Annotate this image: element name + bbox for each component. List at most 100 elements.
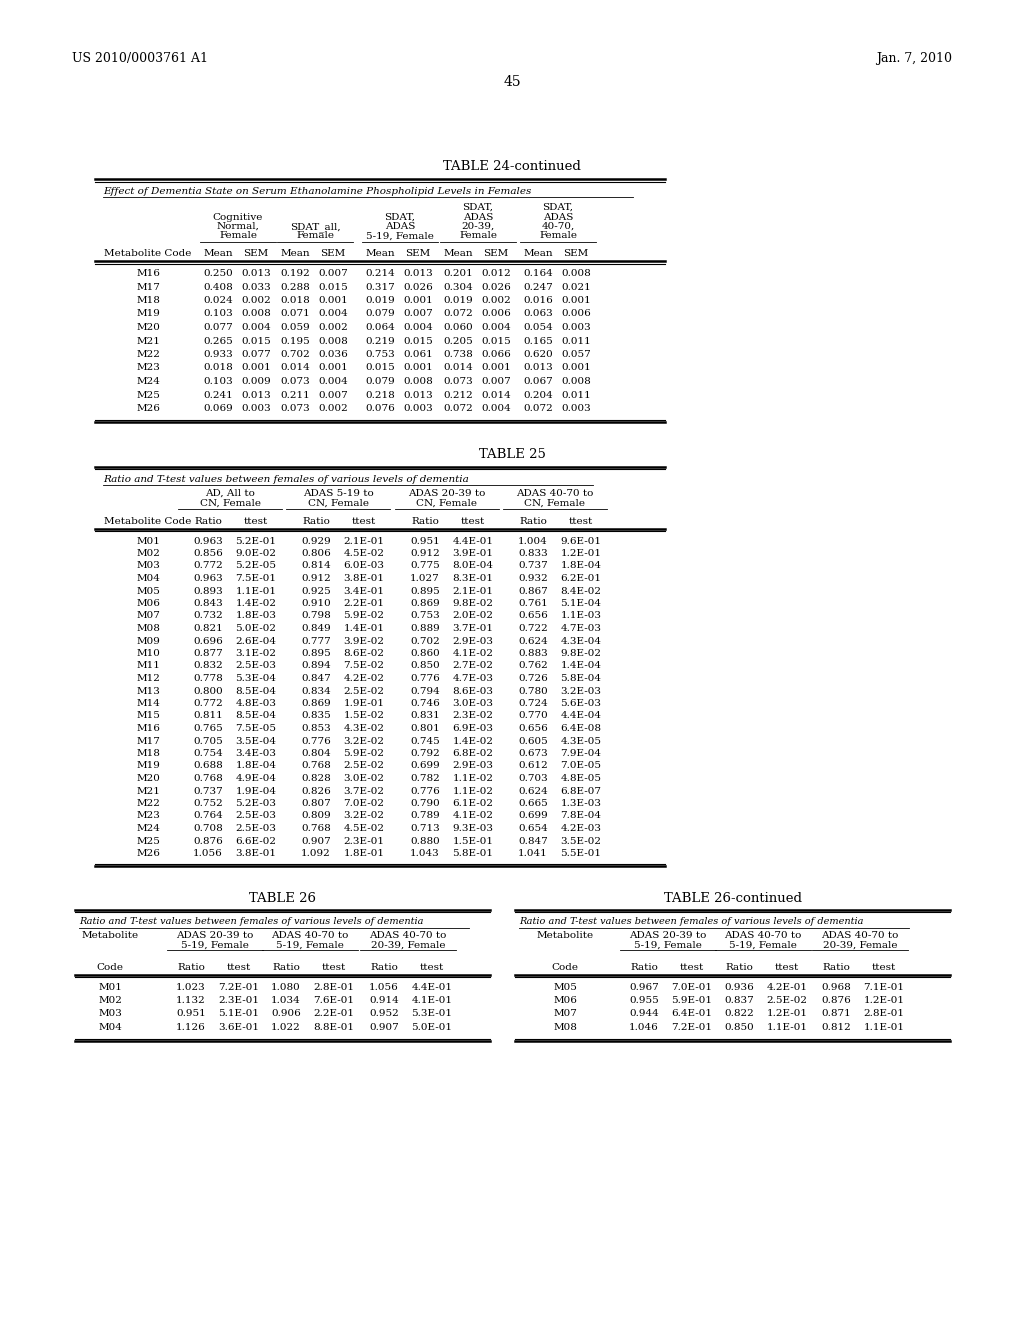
Text: M22: M22: [136, 350, 160, 359]
Text: 0.001: 0.001: [318, 296, 348, 305]
Text: M20: M20: [136, 774, 160, 783]
Text: 8.3E-01: 8.3E-01: [453, 574, 494, 583]
Text: 0.702: 0.702: [411, 636, 440, 645]
Text: 0.164: 0.164: [523, 269, 553, 279]
Text: 5.9E-01: 5.9E-01: [672, 997, 713, 1005]
Text: 1.023: 1.023: [176, 982, 206, 991]
Text: 3.8E-01: 3.8E-01: [343, 574, 384, 583]
Text: 5.1E-04: 5.1E-04: [560, 599, 601, 609]
Text: 0.914: 0.914: [369, 997, 399, 1005]
Text: 0.673: 0.673: [518, 748, 548, 758]
Text: M13: M13: [136, 686, 160, 696]
Text: CN, Female: CN, Female: [524, 499, 586, 507]
Text: 4.2E-01: 4.2E-01: [767, 982, 808, 991]
Text: 0.699: 0.699: [411, 762, 440, 771]
Text: 0.072: 0.072: [443, 404, 473, 413]
Text: 0.211: 0.211: [281, 391, 310, 400]
Text: 0.014: 0.014: [281, 363, 310, 372]
Text: 2.2E-01: 2.2E-01: [343, 599, 384, 609]
Text: 0.746: 0.746: [411, 700, 440, 708]
Text: Ratio: Ratio: [272, 962, 300, 972]
Text: 0.007: 0.007: [318, 269, 348, 279]
Text: 0.765: 0.765: [194, 723, 223, 733]
Text: 0.054: 0.054: [523, 323, 553, 333]
Text: 0.789: 0.789: [411, 812, 440, 821]
Text: TABLE 25: TABLE 25: [478, 447, 546, 461]
Text: 0.696: 0.696: [194, 636, 223, 645]
Text: 3.5E-02: 3.5E-02: [560, 837, 601, 846]
Text: 0.061: 0.061: [403, 350, 433, 359]
Text: Ratio: Ratio: [822, 962, 850, 972]
Text: Effect of Dementia State on Serum Ethanolamine Phospholipid Levels in Females: Effect of Dementia State on Serum Ethano…: [103, 187, 531, 195]
Text: 1.1E-01: 1.1E-01: [236, 586, 276, 595]
Text: 8.5E-04: 8.5E-04: [236, 686, 276, 696]
Text: 5.8E-04: 5.8E-04: [560, 675, 601, 682]
Text: 5.2E-01: 5.2E-01: [236, 536, 276, 545]
Text: 4.4E-04: 4.4E-04: [560, 711, 601, 721]
Text: Ratio and T-test values between females of various levels of dementia: Ratio and T-test values between females …: [519, 917, 863, 927]
Text: 5.1E-01: 5.1E-01: [218, 1010, 259, 1019]
Text: M05: M05: [136, 586, 160, 595]
Text: 3.0E-03: 3.0E-03: [453, 700, 494, 708]
Text: 0.932: 0.932: [518, 574, 548, 583]
Text: 0.250: 0.250: [203, 269, 232, 279]
Text: M06: M06: [553, 997, 577, 1005]
Text: 1.080: 1.080: [271, 982, 301, 991]
Text: 0.069: 0.069: [203, 404, 232, 413]
Text: 0.726: 0.726: [518, 675, 548, 682]
Text: ttest: ttest: [775, 962, 799, 972]
Text: 0.869: 0.869: [301, 700, 331, 708]
Text: 1.034: 1.034: [271, 997, 301, 1005]
Text: 1.9E-04: 1.9E-04: [236, 787, 276, 796]
Text: 3.9E-01: 3.9E-01: [453, 549, 494, 558]
Text: 0.201: 0.201: [443, 269, 473, 279]
Text: 5.2E-05: 5.2E-05: [236, 561, 276, 570]
Text: 0.856: 0.856: [194, 549, 223, 558]
Text: 7.0E-05: 7.0E-05: [560, 762, 601, 771]
Text: 0.192: 0.192: [281, 269, 310, 279]
Text: 0.001: 0.001: [403, 363, 433, 372]
Text: 0.800: 0.800: [194, 686, 223, 696]
Text: 0.895: 0.895: [411, 586, 440, 595]
Text: 0.752: 0.752: [194, 799, 223, 808]
Text: M08: M08: [553, 1023, 577, 1032]
Text: 0.004: 0.004: [481, 323, 511, 333]
Text: 0.073: 0.073: [443, 378, 473, 385]
Text: 0.963: 0.963: [194, 574, 223, 583]
Text: 0.776: 0.776: [301, 737, 331, 746]
Text: TABLE 26: TABLE 26: [249, 891, 316, 904]
Text: 3.2E-02: 3.2E-02: [343, 737, 384, 746]
Text: 0.843: 0.843: [194, 599, 223, 609]
Text: 7.2E-01: 7.2E-01: [672, 1023, 713, 1032]
Text: M25: M25: [136, 391, 160, 400]
Text: 0.778: 0.778: [194, 675, 223, 682]
Text: 0.004: 0.004: [318, 309, 348, 318]
Text: 4.4E-01: 4.4E-01: [412, 982, 453, 991]
Text: Metabolite: Metabolite: [537, 932, 594, 940]
Text: 0.952: 0.952: [369, 1010, 399, 1019]
Text: 0.777: 0.777: [301, 636, 331, 645]
Text: 0.850: 0.850: [411, 661, 440, 671]
Text: 0.837: 0.837: [724, 997, 754, 1005]
Text: 0.753: 0.753: [411, 611, 440, 620]
Text: 0.063: 0.063: [523, 309, 553, 318]
Text: 0.933: 0.933: [203, 350, 232, 359]
Text: Code: Code: [96, 962, 124, 972]
Text: 7.2E-01: 7.2E-01: [218, 982, 259, 991]
Text: 0.951: 0.951: [176, 1010, 206, 1019]
Text: 1.4E-02: 1.4E-02: [236, 599, 276, 609]
Text: 3.4E-03: 3.4E-03: [236, 748, 276, 758]
Text: 1.2E-01: 1.2E-01: [560, 549, 601, 558]
Text: 8.8E-01: 8.8E-01: [313, 1023, 354, 1032]
Text: 0.826: 0.826: [301, 787, 331, 796]
Text: 4.7E-03: 4.7E-03: [560, 624, 601, 634]
Text: 0.776: 0.776: [411, 787, 440, 796]
Text: Ratio: Ratio: [177, 962, 205, 972]
Text: M17: M17: [136, 282, 160, 292]
Text: 1.041: 1.041: [518, 849, 548, 858]
Text: SEM: SEM: [563, 249, 589, 257]
Text: 0.008: 0.008: [318, 337, 348, 346]
Text: SDAT,: SDAT,: [384, 213, 416, 222]
Text: 0.002: 0.002: [241, 296, 271, 305]
Text: 2.9E-03: 2.9E-03: [453, 636, 494, 645]
